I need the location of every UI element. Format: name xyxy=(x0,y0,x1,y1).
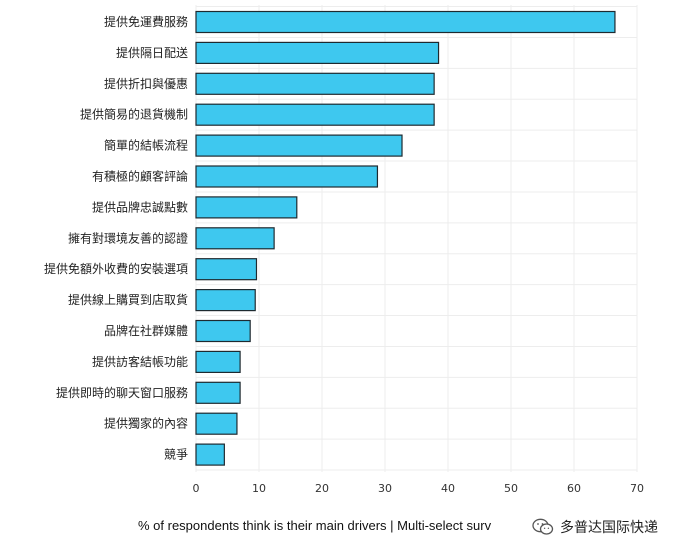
category-label: 提供品牌忠誠點數 xyxy=(92,199,188,214)
bar xyxy=(195,381,241,404)
bar xyxy=(195,10,616,34)
x-tick-label: 70 xyxy=(630,482,644,495)
x-tick-label: 10 xyxy=(252,482,266,495)
category-label: 擁有對環境友善的認證 xyxy=(68,230,188,245)
x-axis-label: % of respondents think is their main dri… xyxy=(138,518,492,533)
bar xyxy=(195,196,298,219)
bar xyxy=(195,350,241,373)
x-tick-label: 40 xyxy=(441,482,455,495)
x-tick-labels: 0 10 20 30 40 50 60 70 xyxy=(193,482,645,495)
bar xyxy=(195,289,256,312)
category-label: 品牌在社群媒體 xyxy=(104,323,188,338)
wechat-icon xyxy=(532,518,554,535)
category-label: 提供即時的聊天窗口服務 xyxy=(56,385,188,400)
grid-lines xyxy=(195,5,638,472)
category-label: 提供折扣與優惠 xyxy=(104,76,188,91)
bar xyxy=(195,258,258,281)
bar xyxy=(195,412,238,435)
category-label: 簡單的結帳流程 xyxy=(104,138,188,153)
category-label: 提供簡易的退貨機制 xyxy=(80,107,188,122)
bar xyxy=(195,134,403,157)
category-label: 有積極的顧客評論 xyxy=(92,169,188,184)
watermark: 多普达国际快递 xyxy=(528,517,662,537)
x-tick-label: 30 xyxy=(378,482,392,495)
watermark-text: 多普达国际快递 xyxy=(560,520,658,536)
bar xyxy=(195,319,251,343)
bar-chart: 提供免運費服務提供隔日配送提供折扣與優惠提供簡易的退貨機制簡單的結帳流程有積極的… xyxy=(44,5,645,495)
bar xyxy=(195,41,440,65)
x-tick-label: 20 xyxy=(315,482,329,495)
bars xyxy=(195,10,616,466)
category-label: 競爭 xyxy=(164,447,188,462)
x-tick-label: 50 xyxy=(504,482,518,495)
category-label: 提供獨家的內容 xyxy=(104,416,188,431)
bar xyxy=(195,227,275,250)
category-label: 提供免運費服務 xyxy=(104,14,188,29)
category-label: 提供免額外收費的安裝選項 xyxy=(44,261,188,276)
bar xyxy=(195,103,435,126)
bar xyxy=(195,72,435,95)
category-label: 提供訪客結帳功能 xyxy=(92,354,188,369)
x-tick-label: 0 xyxy=(193,482,200,495)
category-label: 提供隔日配送 xyxy=(116,45,188,60)
bar xyxy=(195,443,225,466)
category-labels: 提供免運費服務提供隔日配送提供折扣與優惠提供簡易的退貨機制簡單的結帳流程有積極的… xyxy=(44,14,188,462)
bar xyxy=(195,165,379,188)
category-label: 提供線上購買到店取貨 xyxy=(68,292,188,307)
x-tick-label: 60 xyxy=(567,482,581,495)
